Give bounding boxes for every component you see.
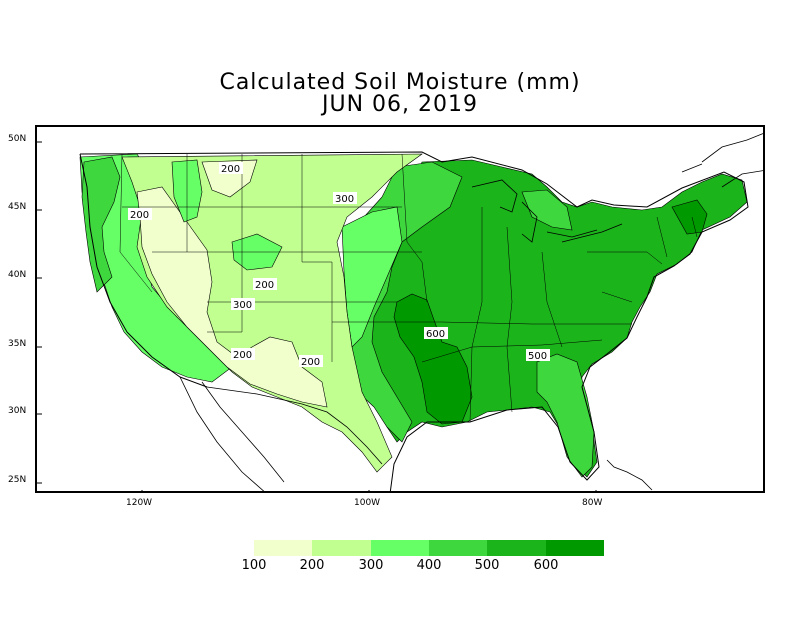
legend-swatch-300-400 [370, 540, 429, 556]
region-600-plus [393, 293, 473, 425]
soil-moisture-map: 200 200 300 200 300 200 200 600 500 [37, 133, 763, 491]
lat-label-50n: 50N [8, 134, 27, 144]
state-lines [119, 153, 698, 423]
region-200-300 [121, 153, 423, 473]
legend-swatch-100-200 [254, 540, 313, 556]
contour-label-300-a: 300 [335, 194, 354, 205]
us-outline [79, 151, 749, 491]
contour-label-500: 500 [528, 351, 547, 362]
lon-label-80w: 80W [582, 498, 603, 508]
region-400-500-pnw [81, 156, 121, 293]
florida-keys [606, 459, 653, 491]
legend-swatch-500-600 [487, 540, 546, 556]
baja-coast [179, 376, 265, 491]
legend-label-100: 100 [241, 558, 267, 573]
contour-label-200-d: 200 [233, 350, 252, 361]
great-lakes [471, 179, 623, 243]
lat-label-35n: 35N [8, 339, 27, 349]
region-100-200 [136, 186, 328, 408]
legend-swatch-600-plus [545, 540, 604, 556]
lat-label-25n: 25N [8, 475, 27, 485]
lat-label-45n: 45N [8, 202, 27, 212]
lat-label-40n: 40N [8, 270, 27, 280]
contour-label-200-b: 200 [130, 210, 149, 221]
contour-labels: 200 200 300 200 300 200 200 600 500 [128, 162, 550, 368]
contour-label-200-c: 200 [255, 280, 274, 291]
axis-ticks [37, 141, 597, 491]
lon-label-120w: 120W [126, 498, 153, 508]
lon-label-100w: 100W [354, 498, 381, 508]
region-400-500-ne [521, 189, 573, 231]
contour-label-300-b: 300 [233, 300, 252, 311]
legend-label-400: 400 [416, 558, 442, 573]
contour-label-600: 600 [426, 329, 445, 340]
contour-label-200-e: 200 [301, 357, 320, 368]
region-600-plus-ne [671, 199, 708, 235]
color-legend [254, 540, 604, 556]
canada-coast [681, 133, 763, 188]
contour-label-200-a: 200 [221, 164, 240, 175]
lat-label-30n: 30N [8, 406, 27, 416]
region-100-200-idaho [201, 159, 258, 198]
map-date: JUN 06, 2019 [321, 92, 478, 117]
mexico-border [206, 386, 383, 465]
legend-label-600: 600 [533, 558, 559, 573]
west-coast-line [79, 153, 208, 388]
map-title: Calculated Soil Moisture (mm) [219, 70, 581, 95]
legend-swatch-400-500 [428, 540, 488, 556]
legend-label-500: 500 [474, 558, 500, 573]
gulf-of-california [201, 381, 285, 483]
legend-swatch-200-300 [312, 540, 371, 556]
legend-label-300: 300 [358, 558, 384, 573]
region-400-500-se [536, 353, 595, 478]
legend-label-200: 200 [299, 558, 325, 573]
map-panel: 200 200 300 200 300 200 200 600 500 [35, 125, 765, 493]
